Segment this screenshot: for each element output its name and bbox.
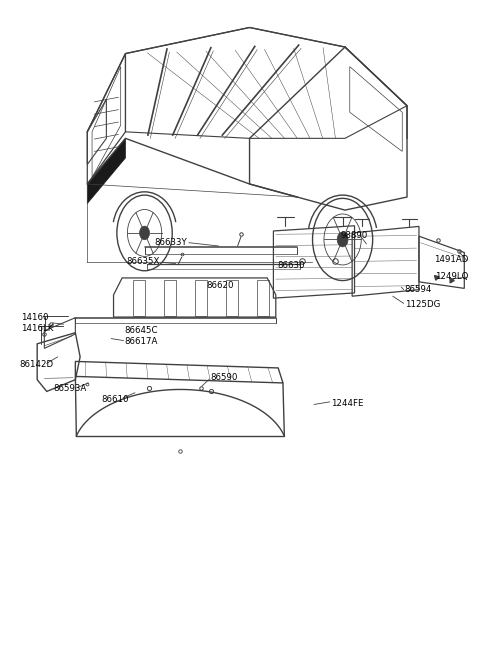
Text: 1244FE: 1244FE <box>331 399 363 407</box>
Text: 86633Y: 86633Y <box>155 238 188 246</box>
Text: 86590: 86590 <box>210 373 238 382</box>
Text: 86610: 86610 <box>102 395 129 403</box>
Text: 86645C: 86645C <box>124 326 158 335</box>
Text: 86630: 86630 <box>277 261 305 270</box>
Text: 86617A: 86617A <box>124 337 158 346</box>
Text: 86635X: 86635X <box>126 257 160 266</box>
Text: 1125DG: 1125DG <box>405 300 440 309</box>
Text: 86142D: 86142D <box>20 360 54 369</box>
Text: 14160: 14160 <box>22 313 49 322</box>
Text: 1249LQ: 1249LQ <box>435 272 468 281</box>
Circle shape <box>140 226 150 240</box>
Text: 86594: 86594 <box>405 285 432 294</box>
Text: 98890: 98890 <box>340 231 368 240</box>
Text: 86620: 86620 <box>206 281 234 290</box>
Text: 1416LK: 1416LK <box>22 324 54 333</box>
Text: 86593A: 86593A <box>53 384 86 393</box>
Polygon shape <box>87 138 125 204</box>
Circle shape <box>337 232 348 247</box>
Text: 1491AD: 1491AD <box>434 255 468 264</box>
